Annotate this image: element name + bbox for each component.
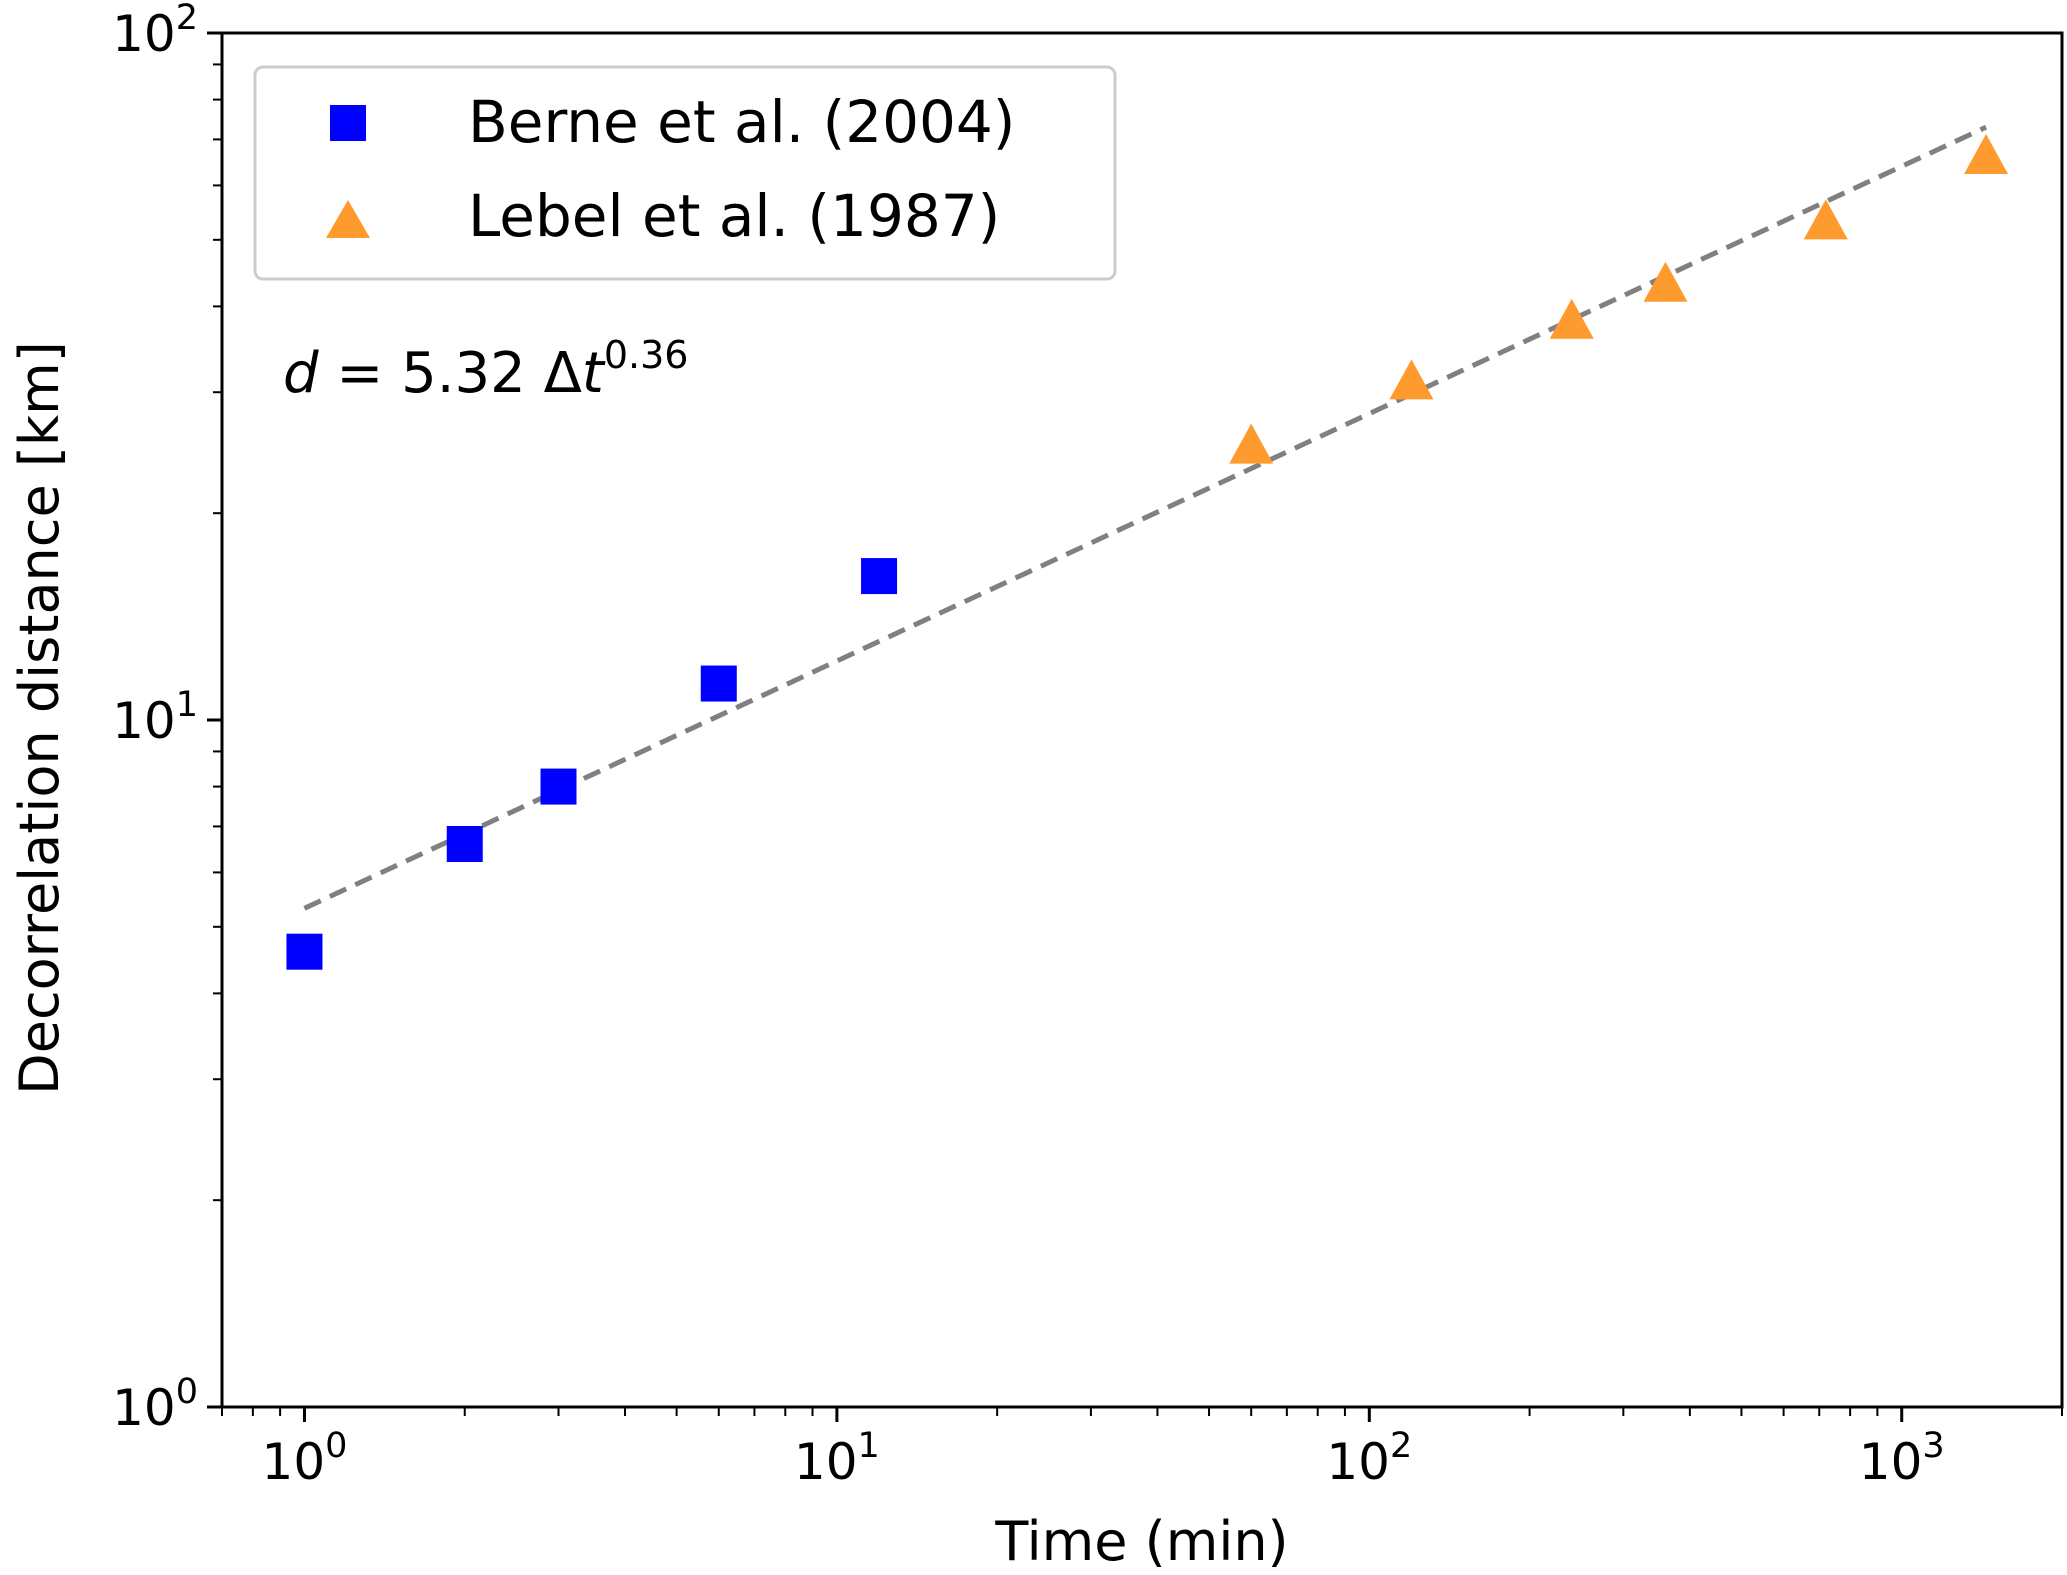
equation-delta: Δ [544,341,582,406]
data-point-berne [446,825,483,862]
equation-coefficient: = 5.32 [319,341,544,406]
y-tick-label: 102 [112,0,198,63]
legend-label-lebel: Lebel et al. (1987) [468,182,1000,250]
data-point-lebel [1389,359,1434,400]
legend: Berne et al. (2004) Lebel et al. (1987) [253,65,1117,281]
major-ticks: 100 101 102 103 100 101 102 [112,0,1945,1491]
x-tick-label: 101 [794,1426,880,1491]
fit-line [303,124,1988,911]
data-point-berne [286,933,323,970]
data-point-lebel [1549,298,1594,339]
x-axis-label: Time (min) [994,1510,1288,1573]
data-point-berne [540,768,577,805]
data-point-lebel [1803,199,1848,240]
legend-marker-berne [330,105,366,141]
x-tick-label: 102 [1326,1426,1412,1491]
data-point-lebel [1964,133,2009,174]
x-tick-label: 103 [1859,1426,1945,1491]
data-point-lebel [1229,423,1274,464]
fit-line-layer [303,124,1988,911]
equation-exponent: 0.36 [604,333,689,377]
equation-variable-t: t [582,341,606,406]
x-tick-label: 100 [262,1426,348,1491]
data-point-berne [861,558,898,595]
legend-marker-lebel [326,200,370,238]
data-point-berne [700,665,737,702]
y-tick-label: 100 [112,1372,198,1437]
y-axis-label: Decorrelation distance [km] [8,341,71,1095]
data-point-lebel [1643,261,1688,302]
plot-frame [220,31,2064,1409]
y-tick-label: 101 [112,685,198,750]
legend-box [253,65,1117,281]
equation-variable-d: d [283,341,319,406]
data-marks [286,133,2009,970]
fit-equation-annotation: d = 5.32 Δt0.36 [283,333,688,406]
legend-label-berne: Berne et al. (2004) [468,88,1015,156]
